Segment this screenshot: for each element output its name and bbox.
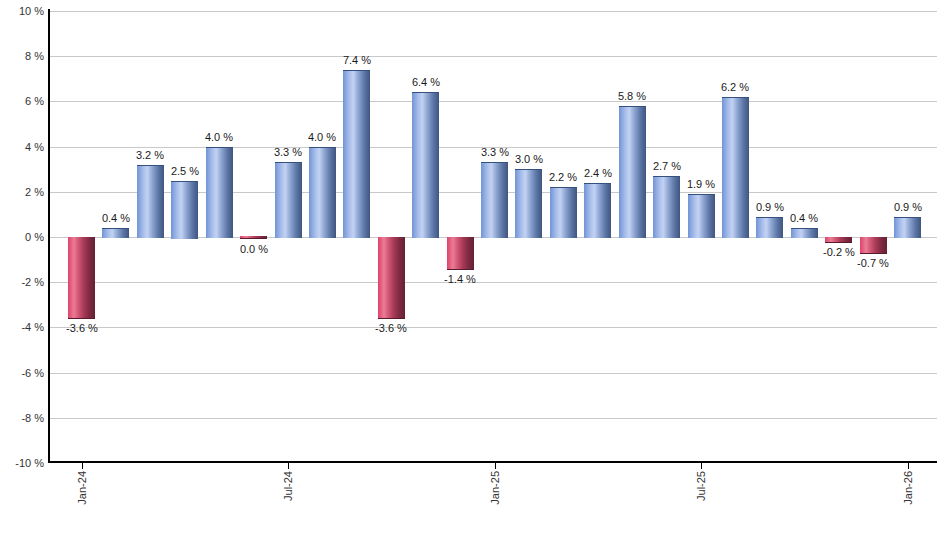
bar-value-label-Oct-24: -3.6 % [363, 321, 419, 335]
bar-value-label-Feb-25: 3.0 % [501, 152, 557, 166]
y-axis-label-8: 8 % [0, 49, 44, 63]
labels-layer: 10 % 8 % 6 % 4 % 2 % 0 % -2 % -4 % -6 % -8 % -10 %… [0, 0, 940, 550]
x-axis-label-Jan-25: Jan-25 [489, 471, 502, 505]
x-axis-label-Jan-26: Jan-26 [902, 471, 915, 505]
bar-value-label-Jun-24: 0.0 % [226, 242, 282, 256]
bar-value-label-May-25: 5.8 % [604, 89, 660, 103]
x-axis-label-Jan-24: Jan-24 [76, 471, 89, 505]
bar-value-label-Dec-24: -1.4 % [432, 272, 488, 286]
bar-value-label-Mar-24: 3.2 % [122, 148, 178, 162]
x-axis-label-Jul-25: Jul-25 [695, 471, 708, 501]
bar-value-label-Aug-24: 4.0 % [294, 130, 350, 144]
monthly-returns-bar-chart: 10 % 8 % 6 % 4 % 2 % 0 % -2 % -4 % -6 % -8 % -10 %… [0, 0, 940, 550]
bar-value-label-Oct-25: 0.4 % [776, 211, 832, 225]
bar-value-label-Jun-25: 2.7 % [639, 159, 695, 173]
bar-value-label-Feb-24: 0.4 % [88, 211, 144, 225]
bar-value-label-May-24: 4.0 % [191, 130, 247, 144]
bar-value-label-Jan-24: -3.6 % [54, 321, 110, 335]
bar-value-label-Jul-24: 3.3 % [260, 145, 316, 159]
y-axis-label--2: -2 % [0, 275, 44, 289]
bar-value-label-Dec-25: -0.7 % [845, 256, 901, 270]
bar-value-label-Aug-25: 6.2 % [707, 80, 763, 94]
bar-value-label-Apr-25: 2.4 % [570, 166, 626, 180]
y-axis-label-0: 0 % [0, 230, 44, 244]
y-axis-label-6: 6 % [0, 94, 44, 108]
y-axis-label--8: -8 % [0, 411, 44, 425]
bar-value-label-Sep-24: 7.4 % [329, 53, 385, 67]
bar-value-label-Apr-24: 2.5 % [157, 164, 213, 178]
bar-value-label-Nov-24: 6.4 % [398, 75, 454, 89]
bar-value-label-Jul-25: 1.9 % [673, 177, 729, 191]
y-axis-label-4: 4 % [0, 140, 44, 154]
y-axis-label-2: 2 % [0, 185, 44, 199]
y-axis-label-10: 10 % [0, 4, 44, 18]
y-axis-label--6: -6 % [0, 366, 44, 380]
bar-value-label-Jan-26: 0.9 % [880, 200, 936, 214]
x-axis-label-Jul-24: Jul-24 [282, 471, 295, 501]
y-axis-label--4: -4 % [0, 320, 44, 334]
y-axis-label--10: -10 % [0, 456, 44, 470]
